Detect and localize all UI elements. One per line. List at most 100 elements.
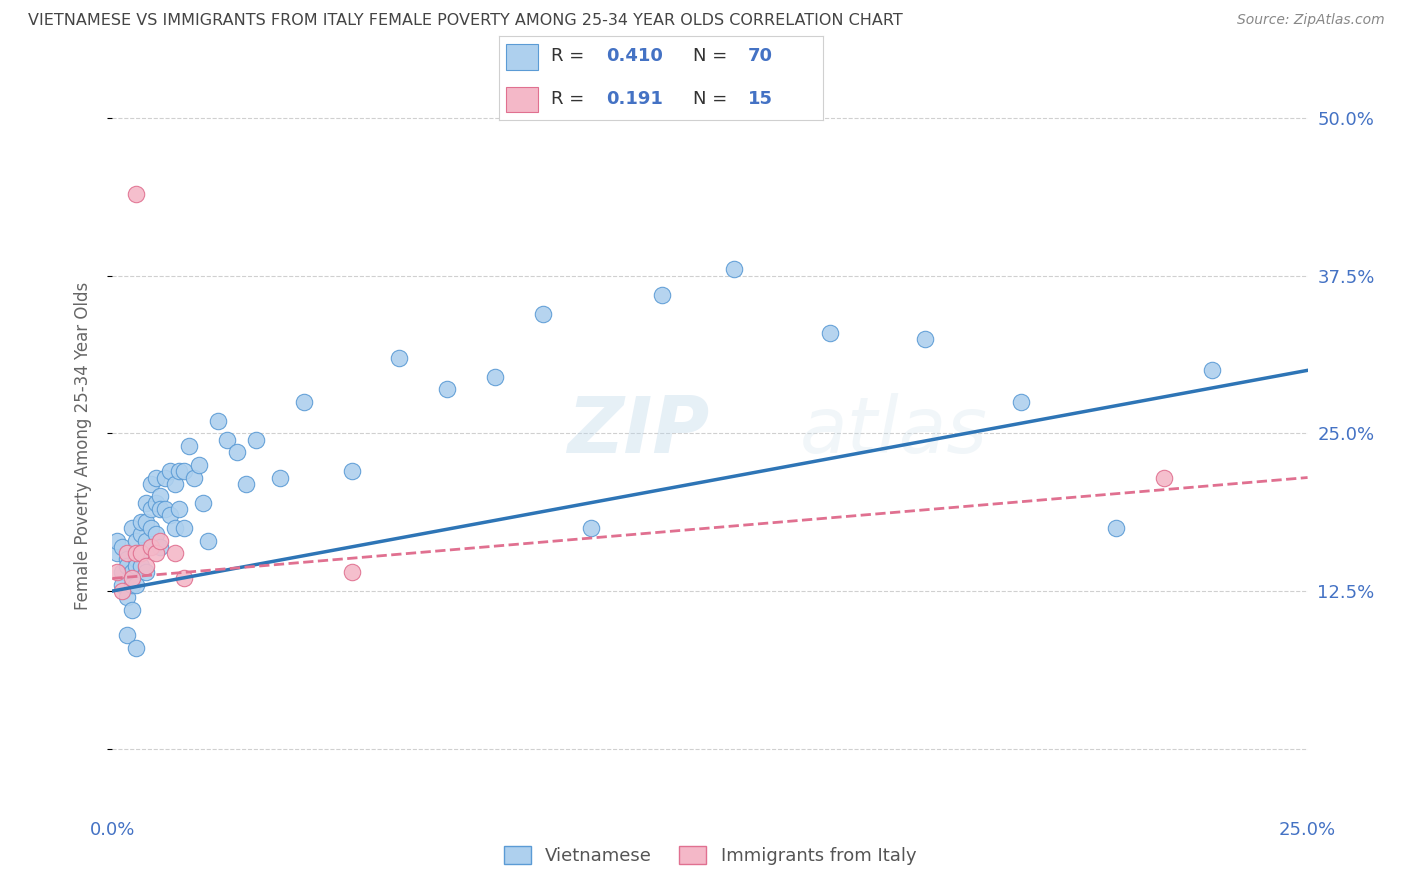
Point (183, 470, 205, 484)
Point (111, 578, 134, 592)
Point (121, 603, 143, 617)
Point (129, 527, 152, 541)
Point (1010, 395, 1032, 409)
Text: atlas: atlas (800, 393, 987, 469)
Point (129, 546, 152, 560)
Point (149, 502, 172, 516)
Point (1201, 363, 1223, 377)
Point (105, 546, 128, 560)
Point (723, 262, 745, 277)
Point (187, 458, 209, 472)
Point (135, 515, 157, 529)
Point (153, 502, 176, 516)
Point (121, 578, 143, 592)
Point (139, 540, 162, 554)
Point (1105, 521, 1128, 535)
Point (115, 546, 138, 560)
Point (145, 527, 167, 541)
Point (177, 439, 200, 453)
Point (115, 628, 138, 642)
Point (163, 476, 186, 491)
Text: 70: 70 (748, 47, 773, 65)
Point (818, 326, 841, 340)
Point (105, 565, 128, 579)
Point (914, 332, 936, 346)
Point (149, 490, 172, 504)
Point (1153, 470, 1175, 484)
Text: 0.191: 0.191 (606, 90, 662, 108)
Point (245, 433, 267, 447)
Point (579, 521, 602, 535)
Point (129, 558, 152, 573)
Point (388, 351, 411, 365)
Point (292, 395, 315, 409)
Text: Source: ZipAtlas.com: Source: ZipAtlas.com (1237, 13, 1385, 28)
Point (139, 502, 162, 516)
Point (125, 578, 148, 592)
Point (159, 508, 181, 523)
Point (135, 533, 157, 548)
Point (145, 546, 167, 560)
Point (135, 558, 157, 573)
Point (173, 571, 195, 585)
Point (121, 571, 143, 585)
Point (173, 464, 195, 478)
Point (145, 470, 167, 484)
Text: 0.410: 0.410 (606, 47, 662, 65)
Text: 15: 15 (748, 90, 773, 108)
Point (169, 464, 191, 478)
Text: R =: R = (551, 90, 591, 108)
Text: N =: N = (693, 90, 733, 108)
Point (153, 470, 176, 484)
Point (269, 470, 291, 484)
Point (111, 565, 134, 579)
Point (193, 496, 215, 510)
Point (149, 533, 172, 548)
Point (207, 414, 229, 428)
Text: ZIP: ZIP (567, 393, 709, 469)
Point (105, 533, 128, 548)
Point (125, 558, 148, 573)
Point (225, 445, 247, 459)
FancyBboxPatch shape (506, 45, 538, 70)
Point (340, 464, 363, 478)
Point (159, 464, 181, 478)
Point (340, 565, 363, 579)
Point (135, 565, 157, 579)
Point (135, 496, 157, 510)
Y-axis label: Female Poverty Among 25-34 Year Olds: Female Poverty Among 25-34 Year Olds (73, 282, 91, 610)
Text: N =: N = (693, 47, 733, 65)
Point (139, 521, 162, 535)
Text: VIETNAMESE VS IMMIGRANTS FROM ITALY FEMALE POVERTY AMONG 25-34 YEAR OLDS CORRELA: VIETNAMESE VS IMMIGRANTS FROM ITALY FEMA… (28, 13, 903, 29)
Point (436, 382, 458, 396)
Point (111, 584, 134, 599)
Point (129, 546, 152, 560)
Point (139, 476, 162, 491)
Point (149, 540, 172, 554)
Legend: Vietnamese, Immigrants from Italy: Vietnamese, Immigrants from Italy (496, 838, 924, 872)
Point (169, 502, 191, 516)
Point (197, 533, 219, 548)
Point (129, 515, 152, 529)
Point (484, 369, 506, 384)
Point (531, 307, 554, 321)
Point (173, 521, 195, 535)
Point (163, 521, 186, 535)
Point (651, 287, 673, 301)
Point (115, 558, 138, 573)
Point (115, 552, 138, 566)
Point (163, 546, 186, 560)
Point (217, 433, 239, 447)
FancyBboxPatch shape (506, 87, 538, 112)
Point (145, 496, 167, 510)
Point (125, 546, 148, 560)
Point (121, 521, 143, 535)
Point (125, 640, 148, 655)
Point (125, 533, 148, 548)
Point (125, 552, 148, 566)
Text: R =: R = (551, 47, 591, 65)
Point (125, 186, 148, 201)
Point (111, 540, 134, 554)
Point (235, 476, 257, 491)
Point (121, 565, 143, 579)
